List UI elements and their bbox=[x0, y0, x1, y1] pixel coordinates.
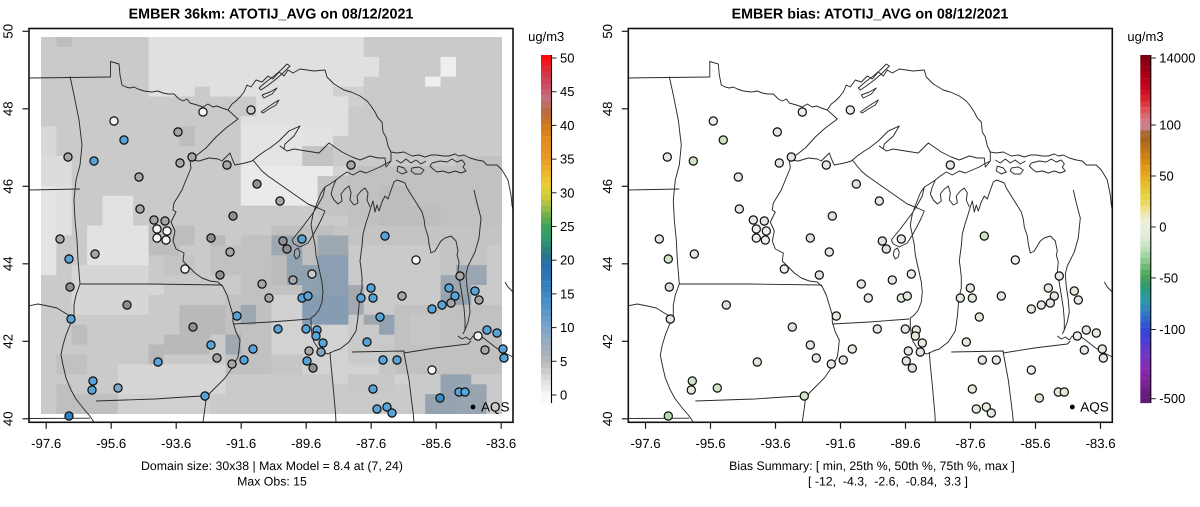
svg-text:-91.6: -91.6 bbox=[226, 436, 256, 451]
svg-text:AQS: AQS bbox=[1080, 400, 1109, 415]
svg-text:100: 100 bbox=[1159, 118, 1181, 133]
svg-text:-87.6: -87.6 bbox=[955, 436, 985, 451]
svg-text:46: 46 bbox=[1, 179, 16, 194]
svg-text:Max Obs: 15: Max Obs: 15 bbox=[237, 475, 307, 489]
svg-text:-97.6: -97.6 bbox=[630, 436, 660, 451]
svg-text:14000: 14000 bbox=[1159, 51, 1195, 66]
svg-text:50: 50 bbox=[1, 24, 16, 39]
svg-text:-91.6: -91.6 bbox=[825, 436, 855, 451]
svg-text:42: 42 bbox=[600, 334, 615, 349]
svg-text:0: 0 bbox=[1159, 220, 1166, 235]
svg-text:40: 40 bbox=[1, 411, 16, 426]
svg-text:-95.6: -95.6 bbox=[96, 436, 126, 451]
svg-text:-83.6: -83.6 bbox=[486, 436, 516, 451]
svg-text:10: 10 bbox=[560, 320, 574, 335]
svg-text:AQS: AQS bbox=[481, 400, 510, 415]
svg-text:5: 5 bbox=[560, 354, 567, 369]
svg-text:-89.6: -89.6 bbox=[291, 436, 321, 451]
svg-text:0: 0 bbox=[560, 388, 567, 403]
svg-text:ug/m3: ug/m3 bbox=[528, 29, 564, 44]
svg-text:-85.6: -85.6 bbox=[421, 436, 451, 451]
svg-text:-95.6: -95.6 bbox=[695, 436, 725, 451]
svg-text:50: 50 bbox=[560, 51, 574, 66]
svg-text:-97.6: -97.6 bbox=[31, 436, 61, 451]
svg-text:-83.6: -83.6 bbox=[1085, 436, 1115, 451]
svg-text:EMBER bias: ATOTIJ_AVG on 08/1: EMBER bias: ATOTIJ_AVG on 08/12/2021 bbox=[732, 7, 1009, 23]
svg-text:ug/m3: ug/m3 bbox=[1127, 29, 1163, 44]
svg-text:30: 30 bbox=[560, 185, 574, 200]
svg-text:40: 40 bbox=[600, 411, 615, 426]
svg-text:-100: -100 bbox=[1159, 322, 1185, 337]
svg-text:15: 15 bbox=[560, 286, 574, 301]
svg-text:25: 25 bbox=[560, 219, 574, 234]
svg-text:44: 44 bbox=[1, 256, 16, 271]
svg-text:[ -12, -4.3, -2.6, -0.84,: [ -12, -4.3, -2.6, -0.84, 3.3 ] bbox=[808, 475, 968, 489]
svg-text:-93.6: -93.6 bbox=[161, 436, 191, 451]
svg-text:45: 45 bbox=[560, 84, 574, 99]
svg-text:42: 42 bbox=[1, 334, 16, 349]
svg-text:Bias Summary: [ min, 25th %, 5: Bias Summary: [ min, 25th %, 50th %, 75t… bbox=[729, 459, 1015, 473]
svg-text:48: 48 bbox=[1, 101, 16, 116]
svg-text:44: 44 bbox=[600, 256, 615, 271]
svg-text:35: 35 bbox=[560, 152, 574, 167]
svg-text:-93.6: -93.6 bbox=[760, 436, 790, 451]
svg-text:-89.6: -89.6 bbox=[890, 436, 920, 451]
svg-text:50: 50 bbox=[1159, 169, 1173, 184]
svg-text:20: 20 bbox=[560, 253, 574, 268]
svg-text:EMBER 36km: ATOTIJ_AVG on 08/1: EMBER 36km: ATOTIJ_AVG on 08/12/2021 bbox=[129, 7, 414, 23]
svg-text:-50: -50 bbox=[1159, 271, 1178, 286]
svg-text:48: 48 bbox=[600, 101, 615, 116]
svg-text:50: 50 bbox=[600, 24, 615, 39]
svg-text:40: 40 bbox=[560, 118, 574, 133]
svg-text:-85.6: -85.6 bbox=[1020, 436, 1050, 451]
svg-text:Domain size: 30x38 | Max Model: Domain size: 30x38 | Max Model = 8.4 at … bbox=[141, 459, 403, 473]
svg-text:46: 46 bbox=[600, 179, 615, 194]
svg-text:-500: -500 bbox=[1159, 391, 1185, 406]
svg-text:-87.6: -87.6 bbox=[356, 436, 386, 451]
